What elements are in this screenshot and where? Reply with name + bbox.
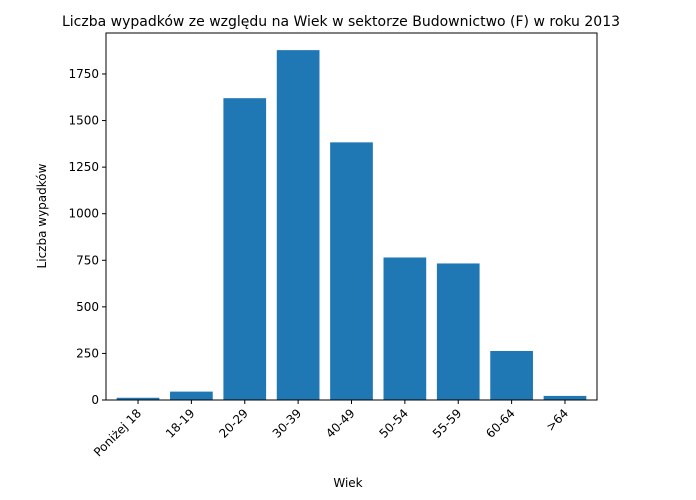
y-tick-label-7: 1500 xyxy=(68,114,99,128)
y-tick-label-4: 750 xyxy=(76,253,99,267)
x-axis: Poniżej 18 18-19 20-29 30-39 40-49 50-54 55-59… xyxy=(91,400,571,459)
chart-title: Liczba wypadków ze względu na Wiek w sek… xyxy=(62,14,620,30)
y-axis: 0 250 500 750 1000 1250 1500 1750 xyxy=(68,67,106,407)
bar-7 xyxy=(436,263,480,400)
x-tick-label-9: >64 xyxy=(543,406,571,434)
y-axis-label: Liczba wypadków xyxy=(35,163,49,268)
bar-4 xyxy=(276,50,320,400)
x-tick-label-2: 18-19 xyxy=(163,406,198,441)
y-tick-label-3: 500 xyxy=(76,300,99,314)
bar-5 xyxy=(330,142,373,400)
x-tick-label-3: 20-29 xyxy=(216,406,251,441)
y-tick-label-5: 1000 xyxy=(68,207,99,221)
bar-6 xyxy=(383,257,427,400)
plot-frame xyxy=(105,32,598,401)
x-tick-label-6: 50-54 xyxy=(376,406,411,441)
x-tick-label-7: 55-59 xyxy=(430,406,465,441)
x-tick-label-1: Poniżej 18 xyxy=(91,406,144,459)
y-tick-label-8: 1750 xyxy=(68,67,99,81)
x-axis-label: Wiek xyxy=(333,476,362,490)
y-tick-label-1: 0 xyxy=(91,393,99,407)
y-tick-label-2: 250 xyxy=(76,346,99,360)
bar-9 xyxy=(543,395,587,400)
bar-1 xyxy=(116,397,160,400)
x-tick-label-5: 40-49 xyxy=(323,406,358,441)
bars-group xyxy=(116,50,587,400)
x-tick-label-4: 30-39 xyxy=(270,406,305,441)
bar-2 xyxy=(170,391,213,400)
x-tick-label-8: 60-64 xyxy=(483,406,518,441)
bar-8 xyxy=(490,351,533,400)
y-tick-label-6: 1250 xyxy=(68,160,99,174)
bar-3 xyxy=(223,98,267,400)
